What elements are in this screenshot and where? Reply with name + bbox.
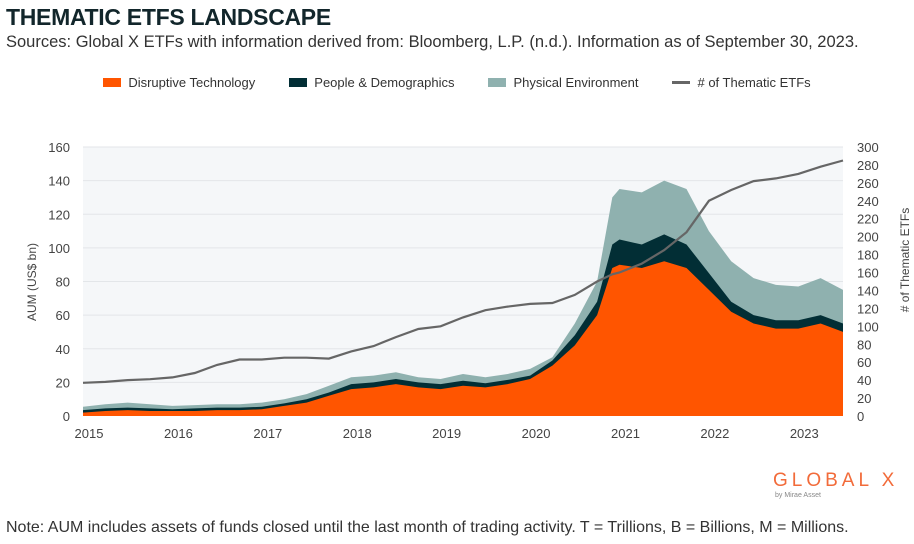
x-tick-label: 2018	[343, 426, 372, 441]
y-tick-label: 100	[48, 241, 70, 256]
y-tick-label: 160	[48, 140, 70, 155]
y2-tick-label: 240	[857, 194, 879, 209]
legend: Disruptive Technology People & Demograph…	[0, 75, 914, 90]
y-tick-label: 20	[56, 375, 70, 390]
legend-item-physical: Physical Environment	[488, 75, 638, 90]
x-tick-label: 2015	[75, 426, 104, 441]
y2-tick-label: 80	[857, 337, 871, 352]
x-tick-label: 2020	[522, 426, 551, 441]
y2-axis-label: # of Thematic ETFs	[898, 208, 912, 312]
legend-item-people: People & Demographics	[289, 75, 454, 90]
x-tick-label: 2023	[790, 426, 819, 441]
y-tick-label: 60	[56, 308, 70, 323]
line-thematic-etf-count	[82, 159, 844, 384]
legend-label: # of Thematic ETFs	[697, 75, 811, 90]
y2-tick-label: 140	[857, 283, 879, 298]
logo-wordmark: GLOBAL X	[773, 470, 899, 491]
chart-title: THEMATIC ETFS LANDSCAPE	[6, 4, 331, 30]
legend-label: Disruptive Technology	[128, 75, 256, 90]
logo-subtext: by Mirae Asset	[775, 492, 821, 499]
chart-subtitle: Sources: Global X ETFs with information …	[6, 33, 859, 51]
y2-tick-label: 160	[857, 266, 879, 281]
x-tick-label: 2016	[164, 426, 193, 441]
legend-item-disruptive: Disruptive Technology	[103, 75, 255, 90]
legend-swatch	[289, 78, 308, 87]
y-tick-label: 0	[63, 409, 70, 424]
y2-tick-label: 300	[857, 140, 879, 155]
y2-tick-label: 120	[857, 301, 879, 316]
y-axis-label: AUM (US$ bn)	[25, 243, 39, 321]
x-tick-label: 2022	[700, 426, 729, 441]
y-tick-label: 140	[48, 174, 70, 189]
legend-label: People & Demographics	[314, 75, 455, 90]
legend-swatch	[672, 81, 691, 84]
y2-tick-label: 0	[857, 409, 864, 424]
y2-tick-label: 260	[857, 176, 879, 191]
y2-tick-label: 40	[857, 373, 871, 388]
y-tick-label: 120	[48, 207, 70, 222]
y2-tick-label: 60	[857, 355, 871, 370]
x-tick-label: 2021	[611, 426, 640, 441]
legend-item-count: # of Thematic ETFs	[672, 75, 811, 90]
area-disruptive-technology	[83, 261, 843, 416]
y2-tick-label: 220	[857, 212, 879, 227]
y-tick-label: 80	[56, 275, 70, 290]
legend-swatch	[103, 78, 122, 87]
legend-label: Physical Environment	[513, 75, 639, 90]
footnote: Note: AUM includes assets of funds close…	[6, 519, 849, 536]
y2-tick-label: 180	[857, 248, 879, 263]
global-x-logo: GLOBAL X by Mirae Asset	[773, 470, 898, 499]
x-tick-label: 2017	[253, 426, 282, 441]
legend-swatch	[488, 78, 507, 87]
y2-tick-label: 200	[857, 230, 879, 245]
y-tick-label: 40	[56, 342, 70, 357]
y2-tick-label: 280	[857, 158, 879, 173]
y2-tick-label: 100	[857, 319, 879, 334]
y2-tick-label: 20	[857, 391, 871, 406]
x-tick-label: 2019	[432, 426, 461, 441]
